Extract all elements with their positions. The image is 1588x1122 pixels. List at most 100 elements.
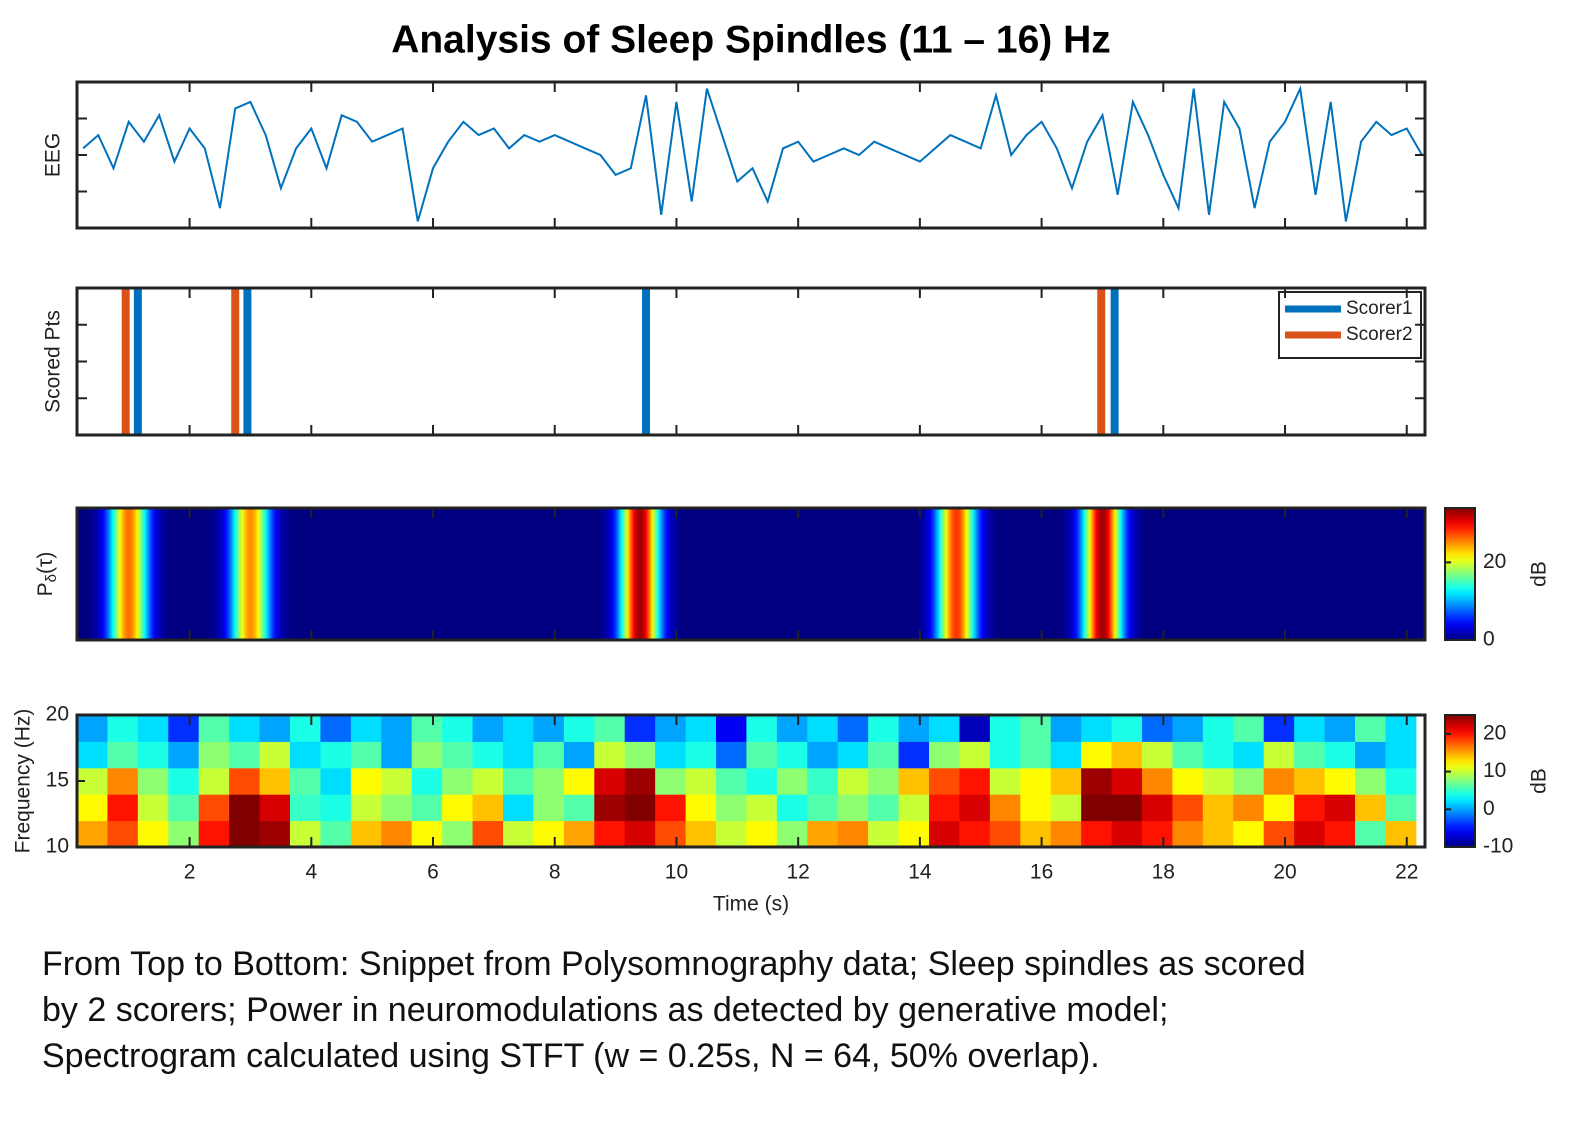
label-part: δ [43,574,60,582]
spectrogram-cell [168,794,200,822]
spectrogram-cell [868,741,900,769]
spectrogram-cell [290,741,321,769]
colorbar-tick-label: 20 [1483,550,1506,573]
spectrogram-cell [411,767,443,795]
spectrogram-cell [77,715,108,742]
spectrogram-cell [1050,767,1082,795]
spectrogram-cell [1263,715,1295,742]
spectrogram-cell [259,794,291,822]
power-band [599,508,681,640]
axes-frame [75,286,1427,437]
power-band [916,508,997,640]
spectrogram-cell [1142,741,1173,769]
spectrogram-cell [1081,767,1113,795]
spectrogram-cell [411,715,443,742]
spectrogram-cell [503,741,534,769]
spectrogram-cell [1020,715,1052,742]
spectrogram-cell [107,741,139,769]
spectrogram-cell [137,794,169,822]
spectrogram-cell [533,741,565,769]
spectrogram-cell [533,820,565,847]
spectrogram-cell [198,820,230,847]
spectrogram-cell [320,715,352,742]
heatmap-background [77,508,1425,640]
colorbar-tick-label: 20 [1483,721,1506,744]
spectrogram-cell [1355,820,1386,847]
spectrogram-cell [624,741,656,769]
spectrogram-cell [137,767,169,795]
figure-title: Analysis of Sleep Spindles (11 – 16) Hz [391,18,1111,61]
spectrogram [77,715,1417,847]
spectrogram-cell [1385,767,1417,795]
spectrogram-cell [959,820,991,847]
spectrogram-cell [868,767,900,795]
spectrogram-cell [1081,820,1113,847]
scored-event [243,288,252,435]
spectrogram-cell [259,715,291,742]
colorbar [1444,507,1476,641]
spectrogram-cell [137,741,169,769]
spectrogram-cell [290,715,321,742]
spectrogram-cell [594,820,626,847]
spectrogram-cell [1324,741,1356,769]
spectrogram-cell [1142,715,1173,742]
spectrogram-cell [1020,820,1052,847]
spectrogram-cell [1050,794,1082,822]
spectrogram-cell [259,767,291,795]
colorbar-label: dB [1528,561,1551,587]
axes-frame [75,506,1427,642]
colorbar [1444,714,1476,848]
spectrogram-cell [1263,820,1295,847]
spectrogram-cell [594,794,626,822]
spectrogram-cell [1172,794,1204,822]
spectrogram-cell [442,767,474,795]
colorbar-tick-label: 0 [1483,628,1495,651]
spectrogram-cell [1202,794,1234,822]
scored-event [642,288,651,435]
spectrogram-cell [137,715,169,742]
spectrogram-cell [533,767,565,795]
spectrogram-cell [929,794,960,822]
spectrogram-cell [1385,794,1417,822]
spectrogram-cell [837,715,869,742]
spectrogram-cell [1355,794,1386,822]
spectrogram-cell [1111,767,1143,795]
spectrogram-cell [229,715,261,742]
spectrogram-cell [1202,715,1234,742]
spectrogram-cell [1020,794,1052,822]
x-axis-label: Time (s) [713,893,789,916]
spectrogram-cell [929,820,960,847]
spectrogram-cell [198,741,230,769]
legend-label: Scorer1 [1346,298,1413,319]
spectrogram-cell [929,767,960,795]
spectrogram-cell [137,820,169,847]
spectrogram-cell [776,820,808,847]
spectrogram-cell [1263,741,1295,769]
y-tick-label: 20 [46,703,69,726]
spectrogram-cell [929,741,960,769]
spectrogram-cell [1355,767,1386,795]
spectrogram-cell [381,820,413,847]
power-band [210,508,291,640]
spectrogram-cell [1111,820,1143,847]
spectrogram-cell [989,794,1021,822]
spectrogram-cell [229,741,261,769]
spectrogram-cell [229,767,261,795]
spectrogram-cell [503,767,534,795]
spectrogram-cell [198,767,230,795]
spectrogram-cell [1324,767,1356,795]
spectrogram-cell [472,820,504,847]
spectrogram-cell [716,820,747,847]
x-tick-label: 18 [1152,861,1175,884]
spectrogram-cell [624,794,656,822]
spectrogram-cell [1324,820,1356,847]
spectrogram-cell [290,820,321,847]
spectrogram-cell [229,794,261,822]
x-tick-label: 12 [786,861,809,884]
spectrogram-cell [1142,767,1173,795]
spectrogram-cell [1233,741,1265,769]
spectrogram-cell [685,715,717,742]
spectrogram-cell [381,794,413,822]
spectrogram-cell [655,715,687,742]
